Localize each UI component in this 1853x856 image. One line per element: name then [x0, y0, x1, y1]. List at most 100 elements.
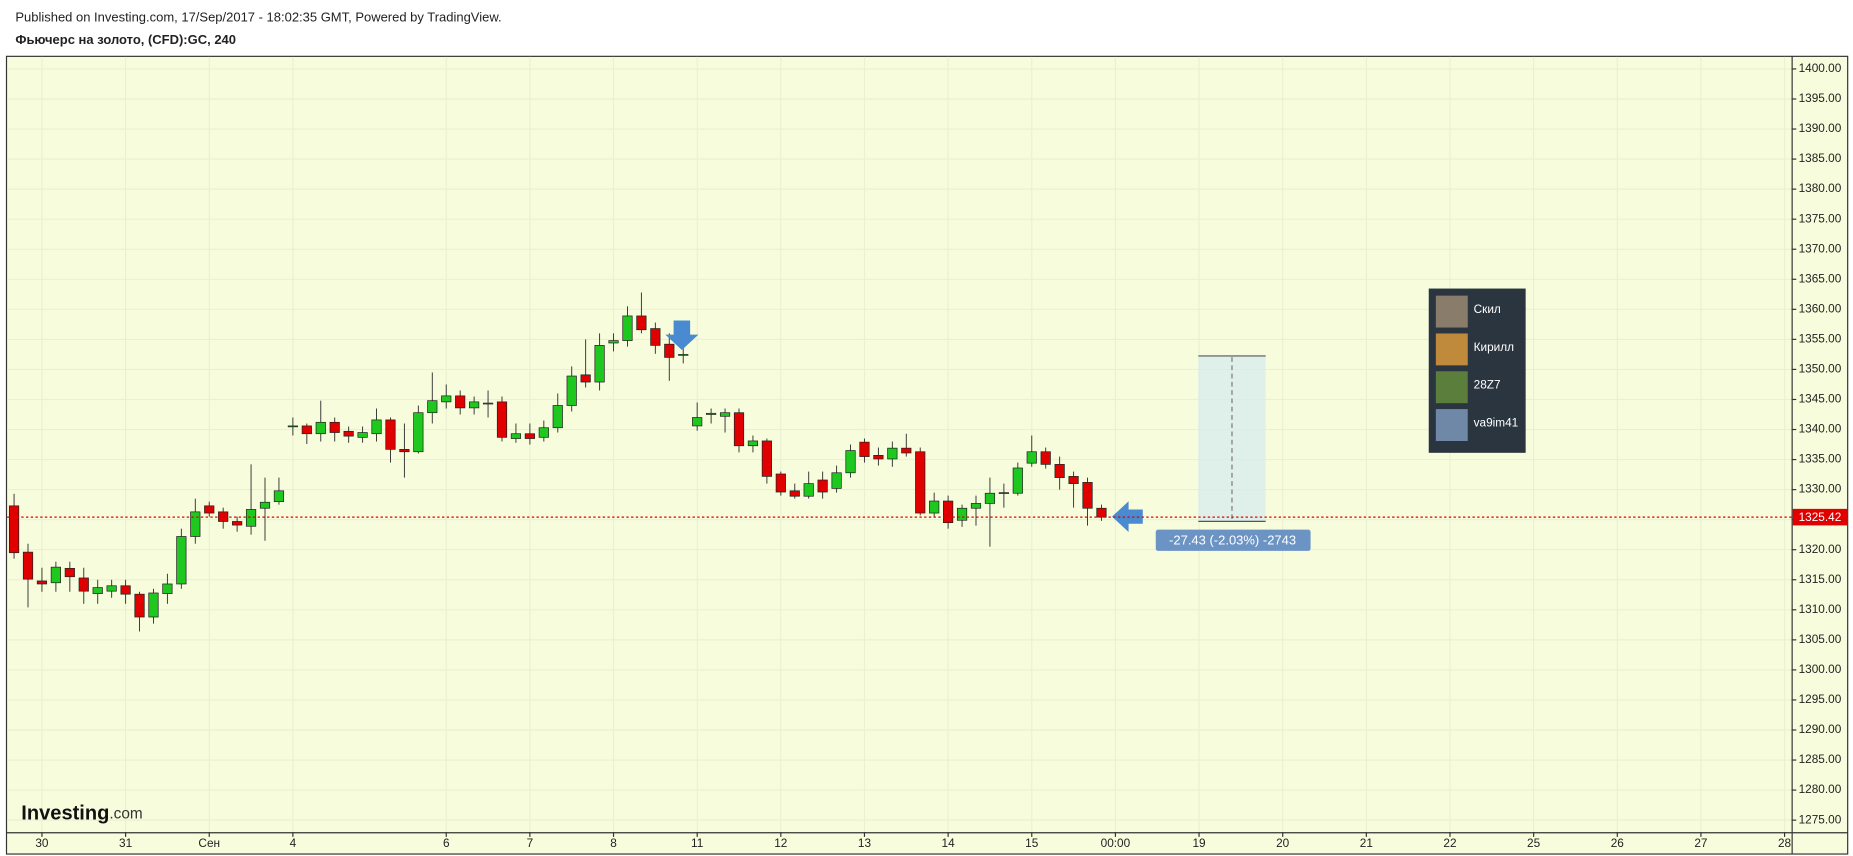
candle-body: [692, 417, 703, 427]
candle-body: [510, 433, 522, 439]
candle-body: [36, 580, 48, 585]
y-tick-label: 1355.00: [1799, 332, 1842, 346]
candle-body: [92, 587, 103, 594]
x-tick-label: 20: [1276, 836, 1290, 850]
candle-body: [761, 440, 772, 477]
y-tick-label: 1350.00: [1799, 362, 1842, 376]
candle-body: [106, 585, 117, 592]
down-arrow: [665, 320, 699, 351]
x-tick-label: 19: [1192, 836, 1205, 850]
y-tick-label: 1305.00: [1799, 632, 1842, 646]
candle-body: [301, 425, 312, 435]
y-tick-label: 1340.00: [1799, 422, 1842, 436]
candle-body: [552, 405, 563, 429]
user-name[interactable]: va9im41: [1474, 415, 1519, 429]
symbol-title: Фьючерс на золото, (CFD):GC, 240: [15, 32, 236, 47]
y-tick-label: 1345.00: [1799, 392, 1842, 406]
candle-body: [956, 507, 968, 521]
candle-body: [329, 421, 340, 433]
x-tick-label: 11: [691, 836, 703, 850]
candle-body: [1082, 482, 1093, 509]
avatar: [1435, 371, 1468, 404]
y-tick-label: 1295.00: [1799, 692, 1842, 706]
candle-body: [719, 412, 731, 417]
candle-body: [747, 440, 759, 447]
candle-body: [357, 432, 368, 438]
y-tick-label: 1285.00: [1799, 752, 1842, 766]
candle-body: [469, 401, 480, 409]
candle-body: [273, 490, 285, 502]
y-tick-label: 1360.00: [1799, 301, 1842, 315]
candle-body: [441, 395, 452, 403]
y-tick-label: 1335.00: [1799, 452, 1842, 466]
measure-label-box: [1155, 529, 1311, 551]
candle-body: [622, 315, 633, 341]
avatar: [1435, 409, 1468, 441]
candle-body: [371, 419, 382, 435]
left-arrow: [1112, 501, 1143, 532]
y-tick-label: 1390.00: [1799, 121, 1842, 135]
candle-body: [733, 412, 745, 447]
candle-body: [943, 500, 954, 524]
x-tick-label: 28: [1778, 836, 1792, 850]
candle-body: [413, 412, 424, 453]
measure-label: -27.43 (-2.03%) -2743: [1169, 532, 1296, 547]
x-tick-label: 31: [119, 836, 132, 850]
candle-body: [775, 473, 786, 493]
candle-body: [385, 419, 396, 450]
candle-body: [901, 447, 912, 454]
logo: Investing.com: [21, 803, 142, 825]
x-tick-label: 00:00: [1101, 836, 1131, 850]
candle-body: [650, 328, 661, 346]
candle-body: [259, 501, 271, 509]
user-name[interactable]: 28Z7: [1474, 378, 1501, 392]
chart-frame: [5, 55, 1849, 855]
x-tick-label: 13: [858, 836, 872, 850]
avatar: [1435, 295, 1468, 328]
y-tick-label: 1395.00: [1799, 91, 1842, 105]
candle-body: [218, 511, 229, 522]
user-name[interactable]: Скил: [1474, 302, 1501, 316]
logo-name: Investing: [21, 803, 109, 825]
y-tick-label: 1300.00: [1799, 662, 1842, 676]
x-tick-label: Сен: [198, 836, 220, 850]
user-name[interactable]: Кирилл: [1474, 340, 1514, 354]
x-tick-label: 21: [1360, 836, 1373, 850]
candle-body: [287, 425, 298, 428]
candle-body: [1068, 476, 1079, 484]
candle-body: [984, 492, 996, 504]
candles: [8, 292, 1107, 632]
x-tick-label: 4: [290, 836, 297, 850]
candle-body: [970, 503, 982, 509]
candle-body: [789, 490, 800, 497]
y-tick-label: 1385.00: [1799, 151, 1842, 165]
candle-body: [608, 340, 619, 344]
candle-body: [1040, 451, 1051, 465]
x-tick-label: 22: [1443, 836, 1456, 850]
y-tick-label: 1280.00: [1799, 782, 1842, 796]
x-tick-label: 6: [443, 836, 450, 850]
candle-body: [22, 551, 34, 580]
candle-body: [859, 441, 870, 457]
x-tick-label: 7: [527, 836, 534, 850]
candle-body: [245, 509, 257, 527]
avatar: [1435, 333, 1468, 366]
candle-body: [580, 374, 591, 383]
candle-body: [566, 375, 577, 406]
candle-body: [204, 505, 215, 514]
candle-body: [998, 492, 1009, 494]
candle-body: [636, 315, 647, 331]
candle-body: [845, 450, 856, 474]
y-tick-label: 1310.00: [1799, 602, 1842, 616]
candle-body: [664, 343, 675, 358]
y-tick-label: 1330.00: [1799, 482, 1842, 496]
candle-body: [1026, 451, 1037, 464]
candle-body: [399, 448, 410, 453]
candle-body: [134, 593, 145, 618]
candle-body: [455, 395, 466, 409]
y-tick-label: 1370.00: [1799, 241, 1842, 255]
candle-body: [162, 583, 173, 594]
candle-body: [64, 567, 75, 578]
